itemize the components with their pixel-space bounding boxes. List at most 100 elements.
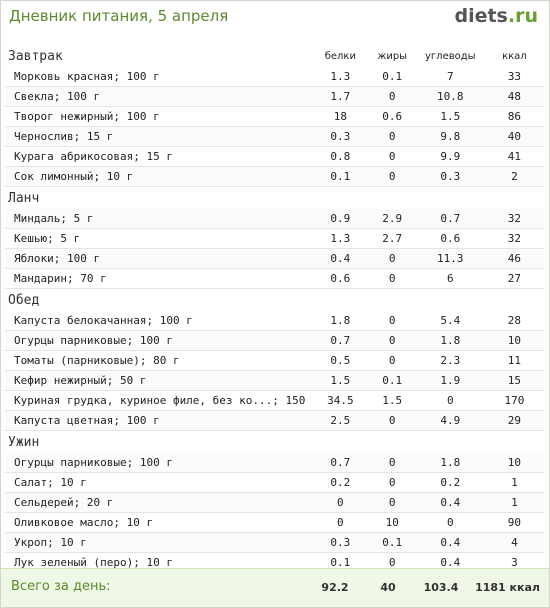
food-name: Сельдерей; 20 г [5, 492, 312, 513]
food-name: Томаты (парниковые); 80 г [5, 350, 312, 371]
food-name: Морковь красная; 100 г [5, 67, 312, 87]
food-fat: 1.5 [368, 390, 416, 411]
food-name: Творог нежирный; 100 г [5, 106, 312, 127]
food-fat: 0.1 [368, 67, 416, 87]
food-protein: 18 [312, 106, 369, 127]
totals-fat: 40 [380, 581, 396, 594]
food-carbs: 0 [415, 512, 485, 533]
food-fat: 10 [368, 512, 416, 533]
food-row[interactable]: Сок лимонный; 10 г 0.1 0 0.3 2 [5, 166, 544, 187]
food-carbs: 6 [415, 268, 485, 289]
totals-carbs: 103.4 [423, 581, 459, 594]
daily-totals: Всего за день: 92.2 40 103.4 1181 ккал [1, 568, 549, 607]
food-row[interactable]: Кешью; 5 г 1.3 2.7 0.6 32 [5, 228, 544, 249]
food-row[interactable]: Сельдерей; 20 г 0 0 0.4 1 [5, 492, 544, 513]
food-row[interactable]: Курага абрикосовая; 15 г 0.8 0 9.9 41 [5, 146, 544, 167]
empty-cell [369, 289, 416, 312]
food-name: Огурцы парниковые; 100 г [5, 453, 312, 473]
food-name: Салат; 10 г [5, 472, 312, 493]
food-fat: 2.7 [368, 228, 416, 249]
food-kcal: 10 [484, 330, 544, 351]
food-row[interactable]: Куриная грудка, куриное филе, без ко...;… [5, 390, 544, 411]
food-name: Кефир нежирный; 50 г [5, 370, 312, 391]
food-carbs: 4.9 [415, 410, 485, 431]
food-carbs: 9.8 [415, 126, 485, 147]
food-row[interactable]: Салат; 10 г 0.2 0 0.2 1 [5, 472, 544, 493]
food-fat: 0 [368, 311, 416, 331]
food-fat: 0 [368, 86, 416, 107]
food-kcal: 28 [484, 311, 544, 331]
food-row[interactable]: Капуста белокачанная; 100 г 1.8 0 5.4 28 [5, 311, 544, 331]
food-name: Кешью; 5 г [5, 228, 312, 249]
food-protein: 0.7 [312, 330, 369, 351]
food-kcal: 33 [484, 67, 544, 87]
food-row[interactable]: Кефир нежирный; 50 г 1.5 0.1 1.9 15 [5, 370, 544, 391]
empty-cell [369, 187, 416, 210]
food-fat: 0 [368, 330, 416, 351]
food-name: Капуста цветная; 100 г [5, 410, 312, 431]
food-row[interactable]: Капуста цветная; 100 г 2.5 0 4.9 29 [5, 410, 544, 431]
food-kcal: 48 [484, 86, 544, 107]
food-row[interactable]: Томаты (парниковые); 80 г 0.5 0 2.3 11 [5, 350, 544, 371]
empty-cell [312, 431, 369, 454]
food-protein: 1.7 [312, 86, 369, 107]
meal-name: Обед [8, 292, 40, 308]
food-row[interactable]: Морковь красная; 100 г 1.3 0.1 7 33 [5, 67, 544, 87]
food-carbs: 0.7 [415, 209, 485, 229]
food-kcal: 46 [484, 248, 544, 269]
food-protein: 0.3 [312, 126, 369, 147]
food-carbs: 5.4 [415, 311, 485, 331]
food-row[interactable]: Чернослив; 15 г 0.3 0 9.8 40 [5, 126, 544, 147]
food-name: Куриная грудка, куриное филе, без ко...;… [5, 390, 312, 411]
empty-cell [485, 289, 544, 312]
site-logo[interactable]: diets.ru [454, 5, 538, 27]
food-fat: 0.1 [368, 370, 416, 391]
food-row[interactable]: Творог нежирный; 100 г 18 0.6 1.5 86 [5, 106, 544, 127]
food-row[interactable]: Миндаль; 5 г 0.9 2.9 0.7 32 [5, 209, 544, 229]
food-row[interactable]: Укроп; 10 г 0.3 0.1 0.4 4 [5, 532, 544, 553]
food-carbs: 0.4 [415, 492, 485, 513]
food-fat: 0 [368, 492, 416, 513]
food-row[interactable]: Огурцы парниковые; 100 г 0.7 0 1.8 10 [5, 453, 544, 473]
food-kcal: 40 [484, 126, 544, 147]
food-fat: 0 [368, 166, 416, 187]
food-kcal: 86 [484, 106, 544, 127]
food-protein: 1.5 [312, 370, 369, 391]
food-protein: 0.2 [312, 472, 369, 493]
food-fat: 0 [368, 472, 416, 493]
empty-cell [369, 431, 416, 454]
logo-tld: .ru [507, 5, 538, 27]
food-kcal: 41 [484, 146, 544, 167]
food-protein: 0.9 [312, 209, 369, 229]
food-kcal: 29 [484, 410, 544, 431]
food-kcal: 90 [484, 512, 544, 533]
food-name: Курага абрикосовая; 15 г [5, 146, 312, 167]
food-protein: 0 [312, 492, 369, 513]
food-protein: 1.3 [312, 67, 369, 87]
food-row[interactable]: Огурцы парниковые; 100 г 0.7 0 1.8 10 [5, 330, 544, 351]
food-row[interactable]: Мандарин; 70 г 0.6 0 6 27 [5, 268, 544, 289]
food-fat: 0 [368, 126, 416, 147]
food-kcal: 10 [484, 453, 544, 473]
food-row[interactable]: Яблоки; 100 г 0.4 0 11.3 46 [5, 248, 544, 269]
meal-header-row: Ужин [5, 431, 544, 454]
food-fat: 0 [368, 268, 416, 289]
food-carbs: 1.8 [415, 453, 485, 473]
food-row[interactable]: Оливковое масло; 10 г 0 10 0 90 [5, 512, 544, 533]
food-row[interactable]: Свекла; 100 г 1.7 0 10.8 48 [5, 86, 544, 107]
column-header-kcal: ккал [502, 50, 527, 62]
food-fat: 0 [368, 410, 416, 431]
food-fat: 0 [368, 453, 416, 473]
diary-body: Завтрак белки жиры углеводы ккал Морковь крас… [5, 45, 544, 593]
food-kcal: 170 [484, 390, 544, 411]
empty-cell [485, 431, 544, 454]
meal-name: Ланч [8, 190, 40, 206]
food-protein: 0.5 [312, 350, 369, 371]
empty-cell [312, 289, 369, 312]
food-fat: 0 [368, 248, 416, 269]
food-carbs: 10.8 [415, 86, 485, 107]
food-kcal: 32 [484, 228, 544, 249]
food-kcal: 1 [484, 472, 544, 493]
food-name: Укроп; 10 г [5, 532, 312, 553]
column-header-protein: белки [324, 50, 356, 62]
